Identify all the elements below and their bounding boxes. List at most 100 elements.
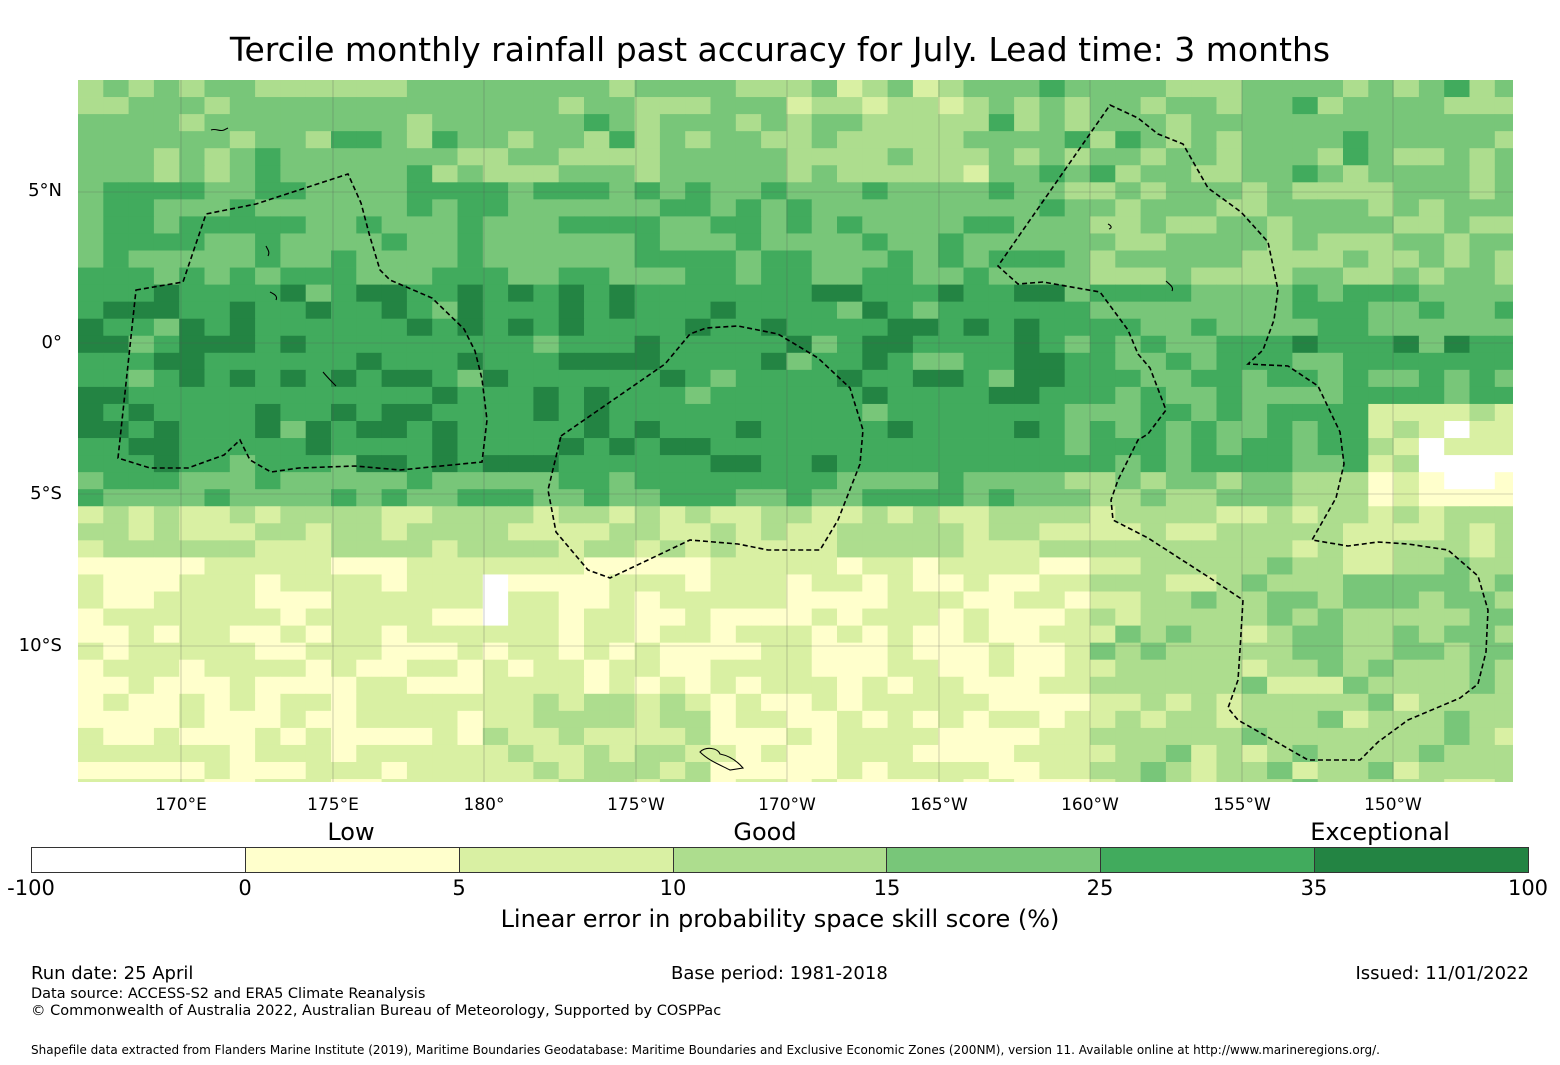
skill-cell [356,557,382,575]
skill-cell [811,710,838,729]
skill-cell [1368,421,1394,439]
skill-cell [1494,199,1513,217]
skill-cell [1292,523,1319,541]
skill-cell [1064,369,1091,388]
skill-cell [659,608,686,626]
skill-cell [331,386,357,405]
colorbar-tick: 100 [1507,876,1549,900]
skill-cell [1418,403,1445,422]
skill-cell [584,352,610,371]
skill-cell [811,131,838,149]
skill-cell [1292,386,1319,405]
skill-cell [1039,250,1066,268]
skill-cell [1494,352,1513,371]
skill-cell [862,267,888,285]
skill-cell [887,710,914,729]
skill-cell [103,403,129,422]
skill-cell [1469,557,1496,575]
skill-cell [153,693,180,712]
skill-cell [381,403,408,422]
skill-cell [1494,472,1513,490]
skill-cell [1267,403,1293,422]
skill-cell [331,642,357,661]
skill-cell [1317,693,1344,712]
skill-cell [1014,250,1040,268]
skill-cell [432,386,458,405]
skill-cell [761,540,787,558]
skill-cell [1165,591,1192,609]
skill-cell [432,284,458,303]
skill-cell [735,80,762,98]
skill-cell [735,148,762,166]
skill-cell [963,438,990,456]
skill-cell [1494,489,1513,507]
skill-cell [1317,472,1344,490]
skill-cell [609,318,635,337]
skill-cell [1216,114,1243,132]
skill-cell [609,557,635,575]
skill-cell [1140,489,1167,507]
skill-cell [558,693,585,712]
skill-cell [482,250,509,268]
skill-cell [1469,574,1496,592]
skill-cell [1368,506,1394,524]
skill-cell [331,523,357,541]
skill-cell [584,114,610,132]
skill-cell [988,131,1015,149]
skill-cell [1115,557,1141,575]
skill-cell [1343,710,1369,729]
skill-cell [1317,386,1344,405]
skill-cell [609,301,635,320]
skill-cell [761,182,787,200]
skill-cell [710,727,737,746]
skill-cell [1317,352,1344,371]
skill-cell [1039,80,1066,98]
skill-cell [1014,165,1040,183]
skill-cell [153,489,180,507]
skill-cell [255,267,281,285]
skill-cell [887,352,914,371]
skill-cell [735,97,762,115]
skill-cell [1368,523,1394,541]
skill-cell [862,625,888,644]
skill-cell [533,693,560,712]
skill-cell [103,369,129,388]
skill-cell [1393,267,1420,285]
skill-cell [584,523,610,541]
skill-cell [204,625,231,644]
skill-cell [1216,779,1243,782]
skill-cell [255,386,281,405]
skill-cell [938,659,964,678]
skill-cell [1393,318,1420,337]
skill-cell [406,472,433,490]
skill-cell [153,710,180,729]
skill-cell [735,438,762,456]
skill-cell [634,114,661,132]
skill-cell [1216,625,1243,644]
skill-cell [837,369,863,388]
skill-cell [1343,676,1369,695]
skill-cell [1469,250,1496,268]
skill-cell [1368,335,1394,354]
skill-cell [381,557,408,575]
skill-cell [837,301,863,320]
skill-cell [1014,540,1040,558]
skill-cell [331,301,357,320]
skill-cell [1165,762,1192,780]
skill-cell [735,625,762,644]
skill-cell [482,762,509,780]
skill-cell [432,506,458,524]
skill-cell [381,199,408,217]
skill-cell [78,710,104,729]
skill-cell [533,608,560,626]
skill-cell [887,489,914,507]
skill-cell [78,540,104,558]
skill-cell [1343,506,1369,524]
skill-cell [1064,625,1091,644]
skill-cell [255,727,281,746]
skill-cell [1418,131,1445,149]
skill-cell [406,199,433,217]
skill-cell [406,540,433,558]
skill-cell [305,97,332,115]
skill-cell [1393,472,1420,490]
